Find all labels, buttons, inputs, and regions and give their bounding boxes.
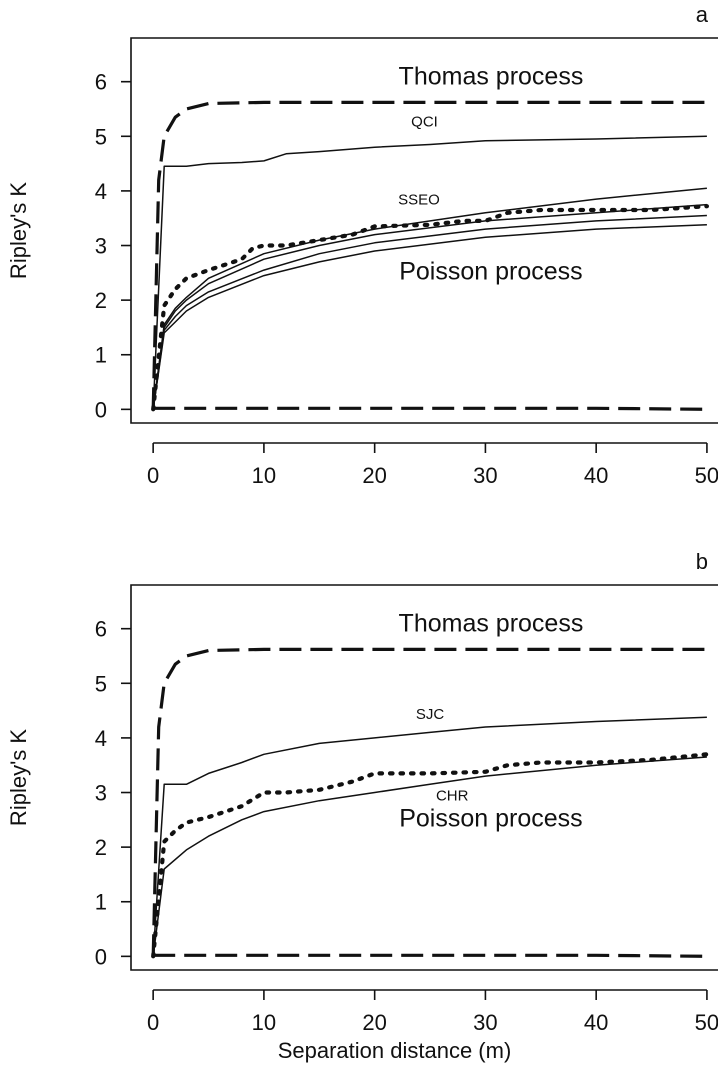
y-tick-label: 0 (95, 397, 107, 422)
annotation-poisson-process: Poisson process (399, 257, 582, 285)
annotation-sjc: SJC (416, 706, 445, 723)
panel-a: 0 1 2 3 4 5 6 0 10 20 30 40 50 Ripley's K a Thomas proc… (6, 2, 718, 488)
x-tick-label: 10 (252, 463, 276, 488)
y-tick-label: 0 (95, 944, 107, 969)
series-line-5 (152, 214, 707, 410)
series-line-4 (152, 203, 707, 410)
y-axis-title: Ripley's K (6, 729, 31, 826)
series-line-4 (151, 752, 710, 959)
series-line-3 (152, 756, 707, 957)
x-tick-label: 40 (584, 463, 608, 488)
y-axis-title: Ripley's K (6, 182, 31, 279)
panel-label: a (696, 2, 709, 27)
annotation-sseo: SSEO (398, 192, 440, 209)
y-tick-label: 2 (95, 835, 107, 860)
panel-b: 0 1 2 3 4 5 6 0 10 20 30 40 50 Ripley's K Separation d… (6, 549, 718, 1063)
y-tick-label: 1 (95, 890, 107, 915)
panel-label: b (696, 549, 708, 574)
x-tick-label: 20 (362, 1010, 386, 1035)
x-axis-title: Separation distance (m) (278, 1038, 512, 1063)
x-tick-label: 50 (695, 1010, 718, 1035)
series-line-1 (151, 647, 707, 957)
y-tick-label: 4 (95, 726, 107, 751)
y-tick-label: 6 (95, 617, 107, 642)
series-line-5 (153, 953, 707, 958)
series-line-2 (152, 135, 707, 410)
series-line-7 (151, 204, 710, 412)
series-line-8 (153, 406, 707, 411)
annotation-thomas-process: Thomas process (399, 609, 584, 637)
y-tick-label: 5 (95, 671, 107, 696)
y-tick-label: 2 (95, 288, 107, 313)
series-line-6 (152, 224, 707, 410)
x-tick-label: 0 (147, 1010, 159, 1035)
annotation-qci: QCI (411, 113, 438, 130)
annotation-thomas-process: Thomas process (399, 62, 584, 90)
x-tick-label: 30 (473, 463, 497, 488)
series-line-2 (152, 716, 707, 957)
annotation-poisson-process: Poisson process (399, 804, 582, 832)
y-tick-label: 1 (95, 343, 107, 368)
series-line-1 (151, 100, 707, 410)
y-tick-label: 3 (95, 234, 107, 259)
x-tick-label: 20 (362, 463, 386, 488)
plot-frame (130, 584, 718, 971)
x-tick-label: 0 (147, 463, 159, 488)
x-tick-label: 10 (252, 1010, 276, 1035)
x-tick-label: 50 (695, 463, 718, 488)
plot-frame (130, 37, 718, 424)
y-tick-label: 3 (95, 781, 107, 806)
y-tick-label: 4 (95, 179, 107, 204)
y-tick-label: 5 (95, 124, 107, 149)
x-tick-label: 40 (584, 1010, 608, 1035)
series-line-3 (152, 187, 707, 410)
y-tick-label: 6 (95, 70, 107, 95)
x-tick-label: 30 (473, 1010, 497, 1035)
annotation-chr: CHR (436, 788, 469, 805)
